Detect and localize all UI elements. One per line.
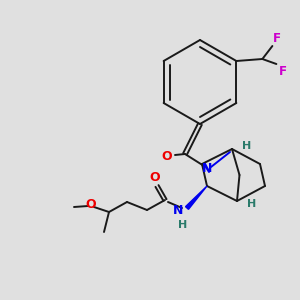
Text: O: O [161, 149, 172, 163]
Text: H: H [178, 220, 188, 230]
Text: N: N [172, 203, 183, 217]
Text: H: H [247, 199, 256, 209]
Text: O: O [150, 171, 160, 184]
Text: F: F [279, 65, 287, 78]
Text: N: N [202, 163, 212, 176]
Text: F: F [273, 32, 281, 45]
Text: H: H [242, 141, 251, 151]
Polygon shape [185, 186, 207, 209]
Text: O: O [86, 197, 96, 211]
